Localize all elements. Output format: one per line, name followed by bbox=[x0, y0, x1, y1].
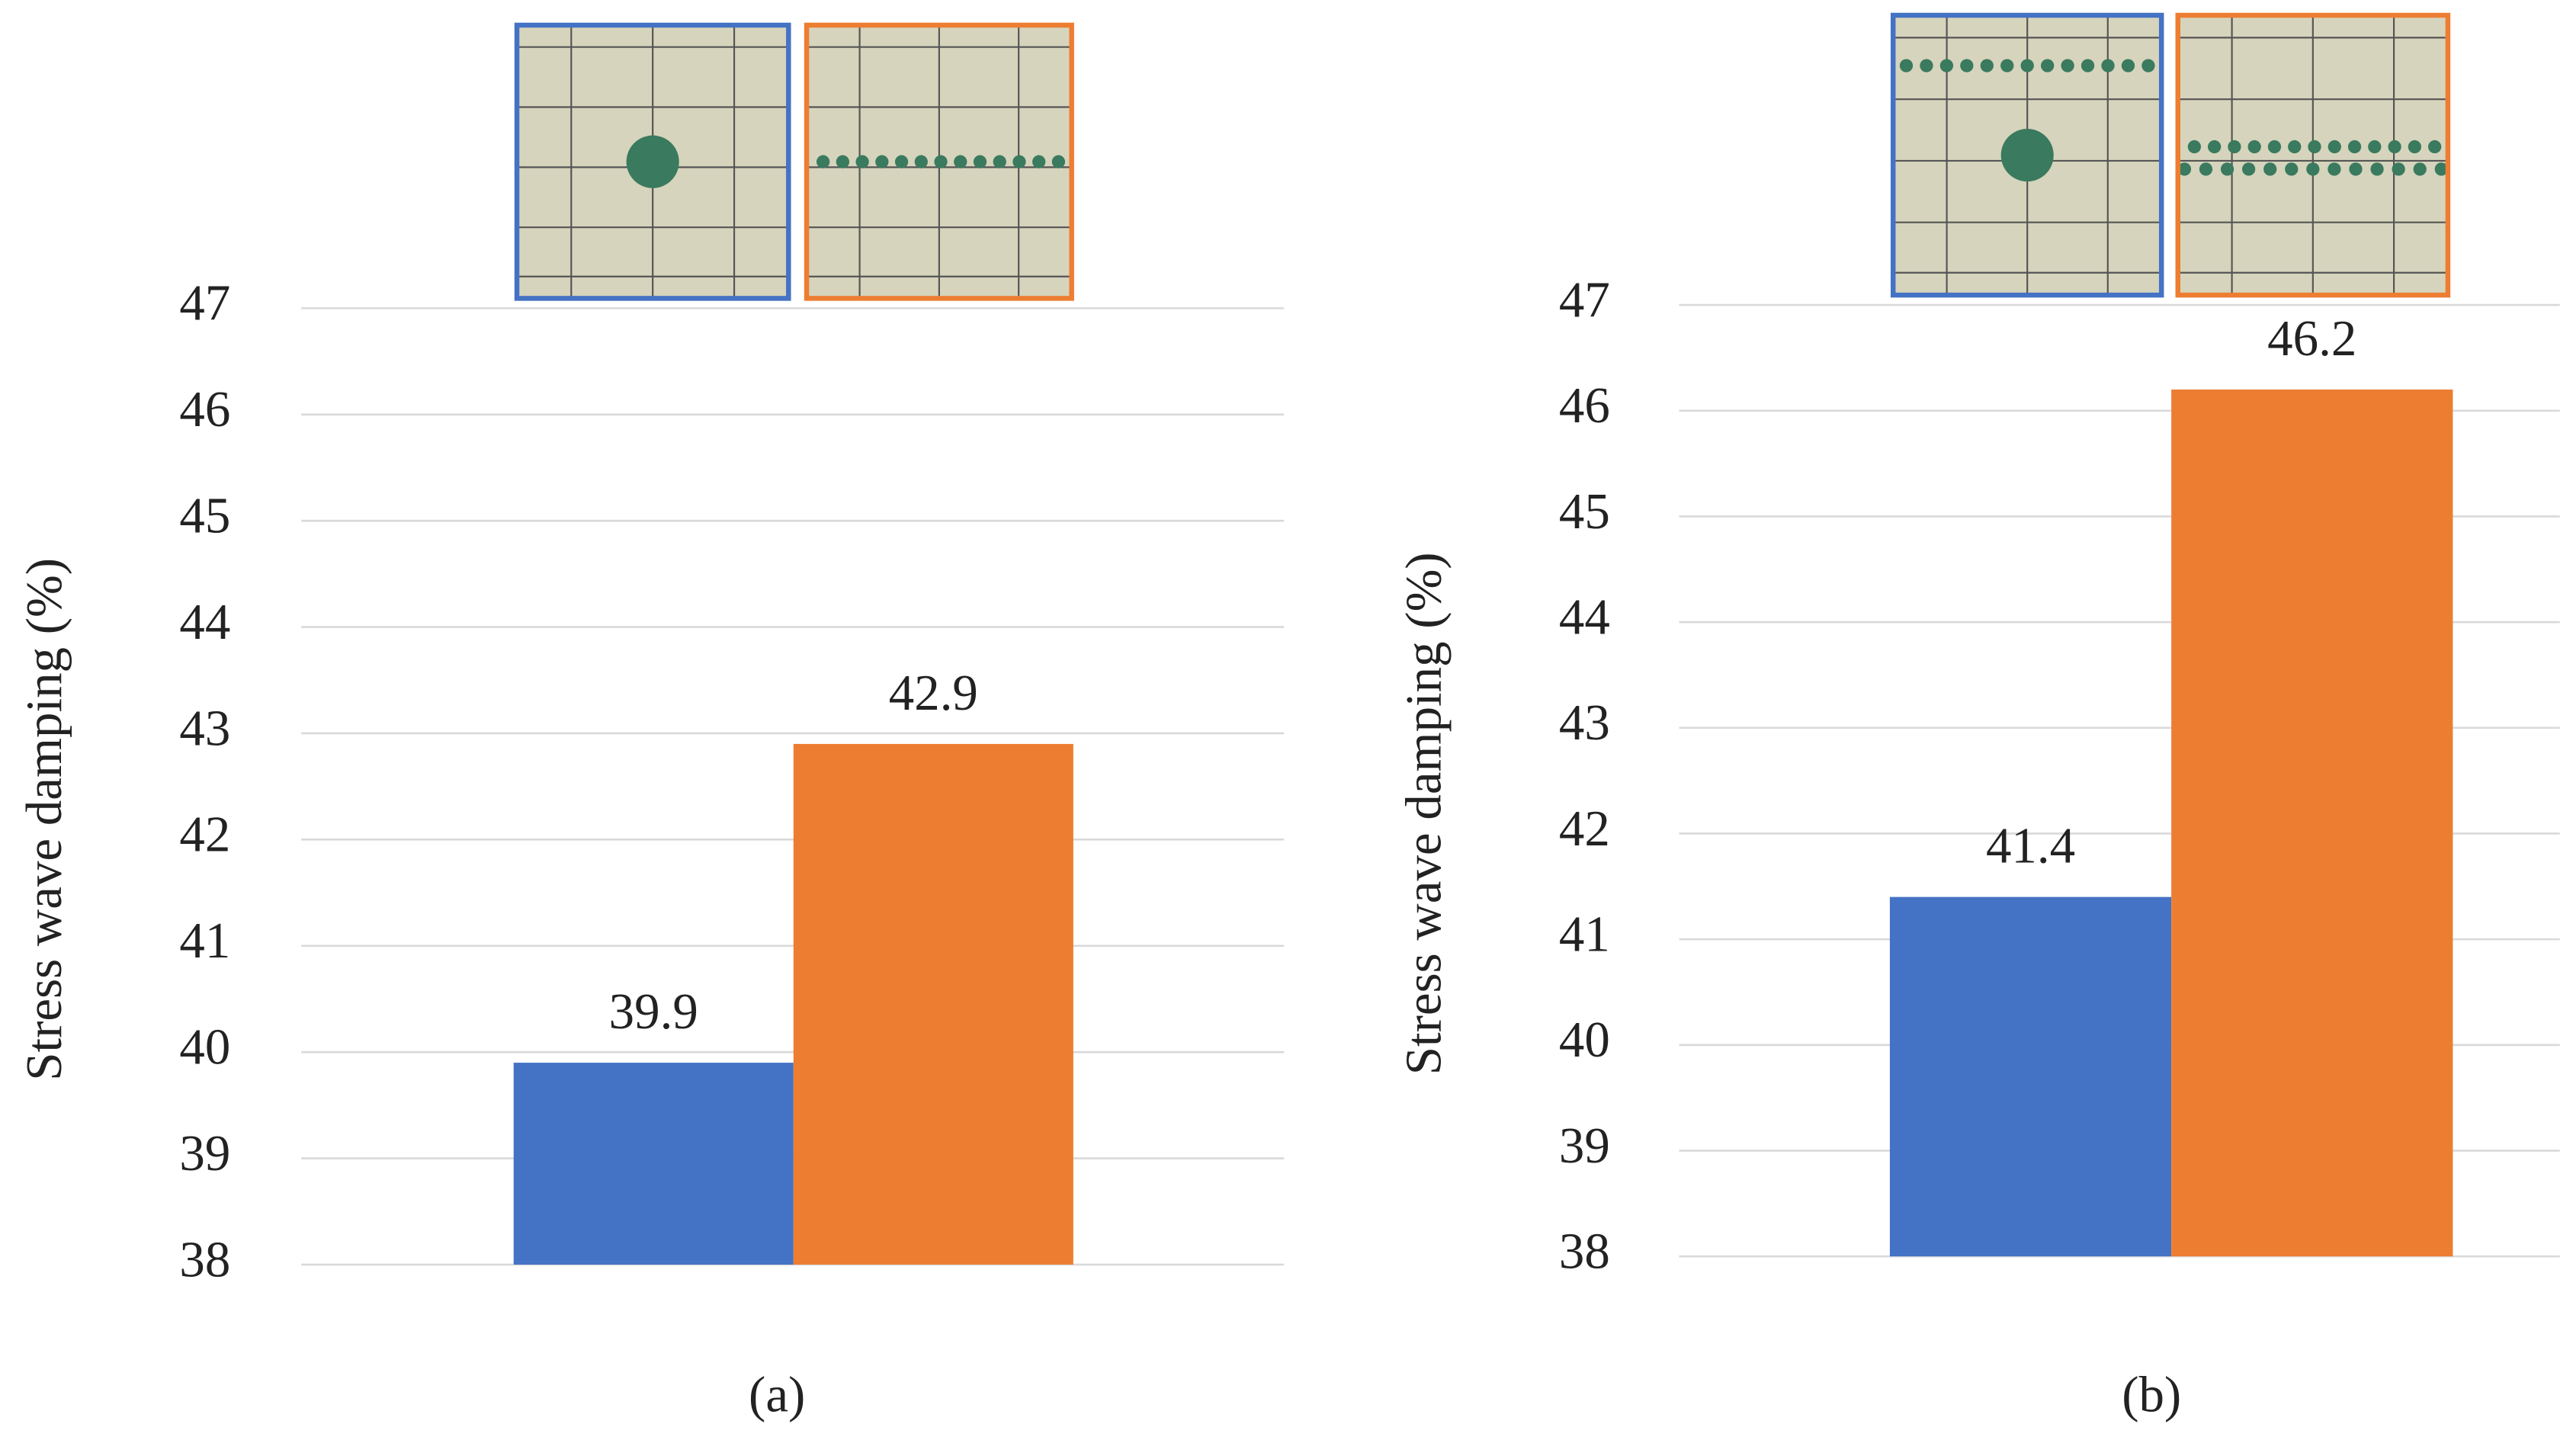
icon-border bbox=[804, 22, 1074, 301]
icon-dot bbox=[1012, 155, 1026, 168]
icon-dot bbox=[2413, 162, 2427, 176]
schematic-icon bbox=[2175, 12, 2451, 298]
y-tick-label: 42 bbox=[1559, 800, 1610, 857]
icon-dot bbox=[2199, 162, 2213, 176]
icon-dot bbox=[2267, 140, 2282, 154]
icon-border bbox=[514, 22, 791, 301]
value-label: 42.9 bbox=[889, 665, 978, 721]
icon-dot bbox=[954, 155, 967, 168]
y-tick-label: 44 bbox=[179, 594, 230, 650]
icon-dot bbox=[2427, 140, 2442, 154]
icon-dot bbox=[2081, 59, 2095, 72]
icon-border bbox=[2175, 12, 2451, 298]
bar bbox=[513, 1063, 794, 1265]
icon-dot bbox=[2247, 140, 2261, 154]
icon-dot bbox=[2000, 129, 2054, 182]
y-tick-label: 40 bbox=[179, 1019, 230, 1076]
icon-dot bbox=[1920, 59, 1933, 72]
icon-dot bbox=[2308, 140, 2321, 154]
y-tick-label: 45 bbox=[179, 488, 230, 544]
icon-dot bbox=[855, 155, 869, 168]
icon-dot bbox=[2177, 162, 2192, 176]
y-tick-label: 46 bbox=[1559, 377, 1610, 434]
icon-dot bbox=[836, 155, 850, 168]
icon-dot bbox=[875, 155, 889, 168]
icon-dot bbox=[894, 155, 909, 168]
y-tick-label: 39 bbox=[1559, 1118, 1610, 1174]
icon-dot bbox=[626, 135, 679, 188]
icon-dot bbox=[2061, 59, 2074, 72]
icon-dot bbox=[2306, 162, 2320, 176]
icon-dot bbox=[973, 155, 987, 168]
y-tick-label: 38 bbox=[179, 1231, 230, 1288]
icon-dot bbox=[934, 155, 948, 168]
icon-dot bbox=[2285, 162, 2299, 176]
icon-dot bbox=[2228, 140, 2241, 154]
y-tick-label: 45 bbox=[1559, 483, 1610, 540]
y-tick-label: 47 bbox=[1559, 271, 1610, 328]
icon-dot bbox=[993, 155, 1006, 168]
y-tick-label: 43 bbox=[179, 700, 230, 756]
caption: (b) bbox=[2122, 1366, 2181, 1422]
bar bbox=[793, 743, 1073, 1265]
icon-dot bbox=[1960, 59, 1974, 72]
icon-dot bbox=[2370, 162, 2384, 176]
icon-dot bbox=[816, 155, 830, 168]
icon-dot bbox=[2347, 140, 2362, 154]
bar bbox=[2171, 389, 2453, 1257]
y-tick-label: 41 bbox=[1559, 906, 1610, 962]
y-tick-label: 47 bbox=[179, 275, 230, 332]
y-tick-label: 44 bbox=[1559, 588, 1610, 645]
icon-dot bbox=[2020, 59, 2034, 72]
icon-dot bbox=[2328, 140, 2341, 154]
y-tick-label: 43 bbox=[1559, 694, 1610, 751]
schematic-icon bbox=[1890, 12, 2164, 298]
icon-dot bbox=[2101, 59, 2115, 72]
icon-dot bbox=[2349, 162, 2363, 176]
schematic-icon bbox=[514, 22, 791, 301]
icon-dot bbox=[2207, 140, 2222, 154]
caption: (a) bbox=[749, 1366, 805, 1422]
icon-dot bbox=[2041, 59, 2055, 72]
icon-dot bbox=[2392, 162, 2405, 176]
icon-dot bbox=[1939, 59, 1954, 72]
y-tick-label: 39 bbox=[179, 1125, 230, 1182]
icon-dot bbox=[2408, 140, 2421, 154]
icon-dot bbox=[2121, 59, 2135, 72]
icon-dot bbox=[914, 155, 928, 168]
bar bbox=[1889, 896, 2172, 1257]
value-label: 41.4 bbox=[1986, 818, 2075, 874]
y-tick-label: 42 bbox=[179, 807, 230, 863]
icon-dot bbox=[1980, 59, 1994, 72]
icon-dot bbox=[1032, 155, 1046, 168]
icon-dot bbox=[2220, 162, 2235, 176]
icon-dot bbox=[2141, 59, 2155, 72]
icon-dot bbox=[1051, 155, 1066, 168]
y-axis-label: Stress wave damping (%) bbox=[1396, 552, 1452, 1075]
icon-dot bbox=[2187, 140, 2201, 154]
icon-dot bbox=[2241, 162, 2256, 176]
y-tick-label: 41 bbox=[179, 912, 230, 969]
y-axis-label: Stress wave damping (%) bbox=[16, 558, 72, 1081]
value-label: 39.9 bbox=[609, 983, 698, 1040]
icon-dot bbox=[2368, 140, 2382, 154]
value-label: 46.2 bbox=[2267, 310, 2356, 367]
icon-dot bbox=[2434, 162, 2448, 176]
y-tick-label: 38 bbox=[1559, 1223, 1610, 1279]
y-tick-label: 46 bbox=[179, 381, 230, 438]
icon-dot bbox=[2388, 140, 2401, 154]
icon-border bbox=[1890, 12, 2164, 298]
icon-dot bbox=[1899, 59, 1914, 72]
icon-dot bbox=[2328, 162, 2341, 176]
icon-dot bbox=[2000, 59, 2014, 72]
schematic-icon bbox=[804, 22, 1074, 301]
y-tick-label: 40 bbox=[1559, 1012, 1610, 1068]
icon-dot bbox=[2263, 162, 2277, 176]
icon-dot bbox=[2288, 140, 2302, 154]
